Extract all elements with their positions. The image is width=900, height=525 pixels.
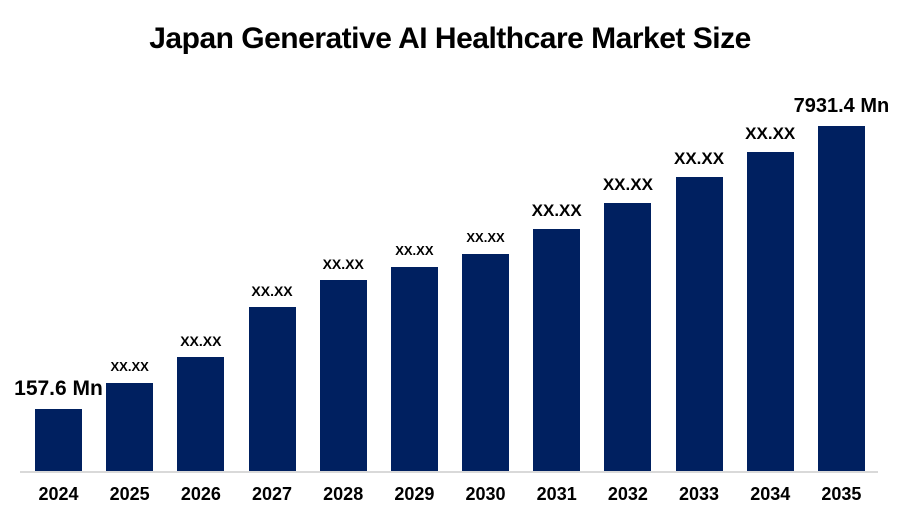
bar-column: XX.XX [674,90,725,471]
bar-year-label: 2028 [323,484,364,504]
bar [248,307,296,471]
bar-chart: 157.6 Mn XX.XX XX.XX XX.XX XX.XX XX.XX XX.XX XX… [14,90,889,471]
x-axis-line [20,471,878,473]
bar-value-label: XX.XX [602,175,653,195]
bar-value-label: 157.6 Mn [14,376,103,400]
bar-value-label: XX.XX [251,282,293,299]
bar [390,267,438,471]
bar-column: XX.XX [319,90,367,471]
bar [533,229,581,471]
bar-value-label: XX.XX [531,201,582,221]
x-axis-labels: 2024 2025 2026 2027 2028 2029 2030 2031 2032 2033… [35,484,865,505]
bar [35,409,82,471]
bar-value-label: XX.XX [180,332,222,349]
bar [746,152,794,471]
bar-column: XX.XX [390,90,438,471]
bar-year-label: 2035 [821,484,862,504]
bar [106,383,154,471]
bar-value-label: XX.XX [674,149,725,169]
bar-value-label: XX.XX [395,243,434,259]
bar-value-label: XX.XX [745,124,796,144]
bar-value-label: XX.XX [110,359,149,375]
bar-column: XX.XX [106,90,154,471]
bar-column: XX.XX [462,90,510,471]
bar-column: XX.XX [745,90,796,471]
bar-value-label: 7931.4 Mn [793,95,890,117]
bar-column: XX.XX [177,90,225,471]
chart-title: Japan Generative AI Healthcare Market Si… [149,22,751,55]
bar-year-label: 2032 [607,484,648,504]
bar-column: XX.XX [531,90,582,471]
bar-year-label: 2025 [109,484,150,504]
bar [177,357,225,471]
bar-year-label: 2027 [251,484,293,504]
bar-year-label: 2024 [38,484,79,504]
bar-year-label: 2030 [465,484,506,504]
bar-column: 157.6 Mn [14,90,103,471]
bar [462,254,510,471]
bar-column: XX.XX [602,90,653,471]
bar-value-label: XX.XX [322,255,364,272]
bar [604,203,652,471]
bar-year-label: 2029 [394,484,435,504]
bar-value-label: XX.XX [466,230,505,246]
bar-year-label: 2026 [180,484,221,504]
bar-year-label: 2034 [750,484,791,504]
bar [817,126,865,471]
bar-year-label: 2031 [536,484,577,504]
bar [675,177,723,471]
bar-year-label: 2033 [679,484,720,504]
bar-column: 7931.4 Mn [794,90,889,471]
bar [319,280,367,471]
bar-column: XX.XX [248,90,296,471]
